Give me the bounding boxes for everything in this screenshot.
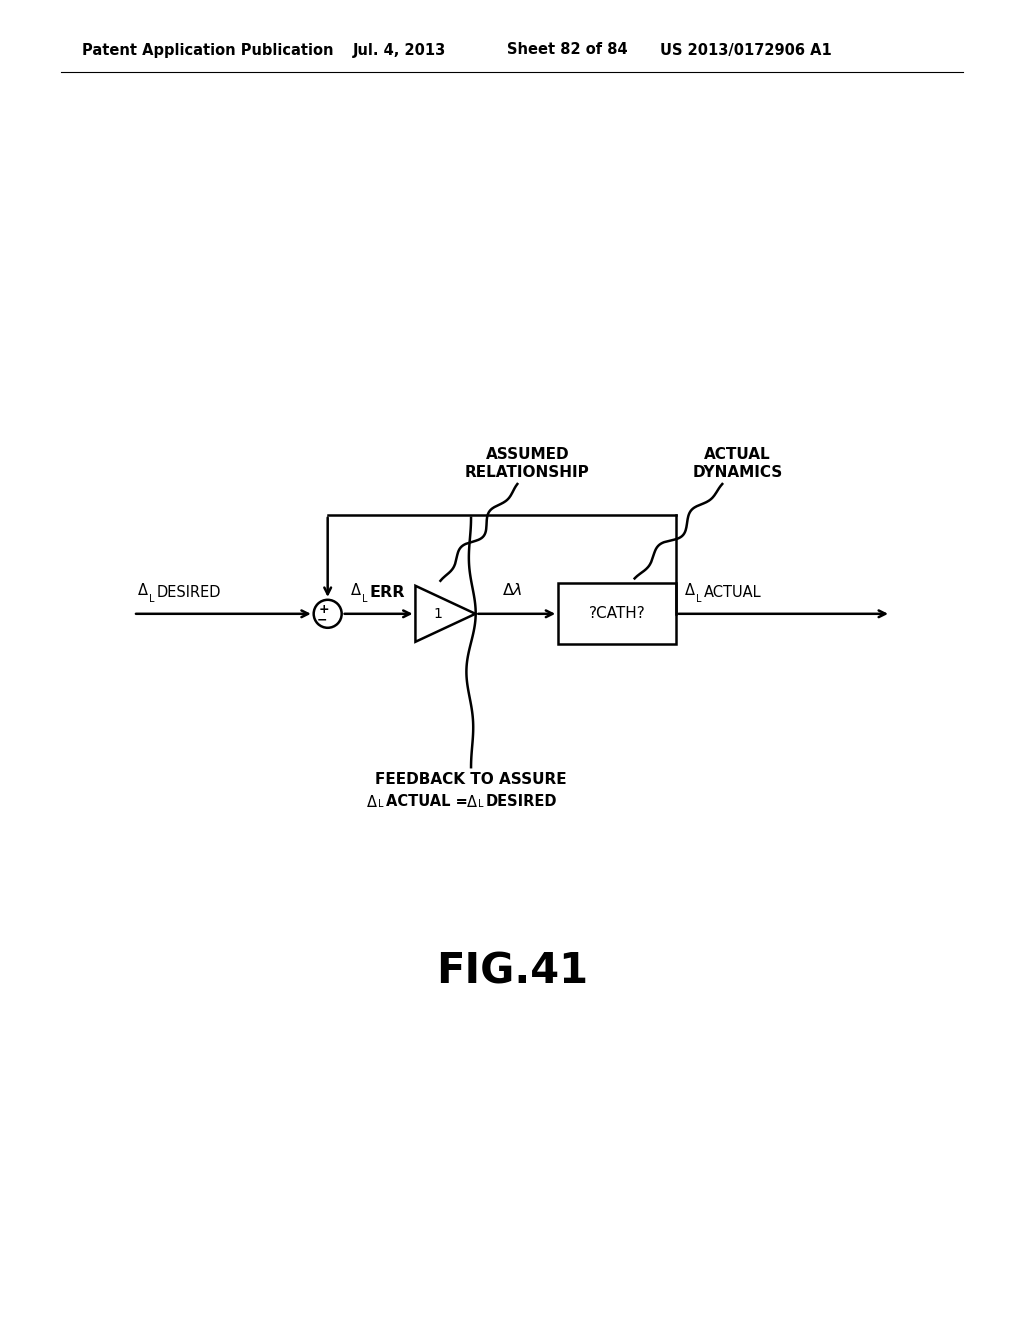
Text: DESIRED: DESIRED	[157, 585, 221, 599]
Text: FIG.41: FIG.41	[436, 950, 588, 993]
Text: DYNAMICS: DYNAMICS	[692, 465, 782, 480]
Text: Sheet 82 of 84: Sheet 82 of 84	[507, 42, 628, 58]
Text: Patent Application Publication: Patent Application Publication	[82, 42, 334, 58]
Text: ACTUAL =: ACTUAL =	[386, 795, 473, 809]
Bar	[558, 583, 676, 644]
Text: L: L	[150, 594, 155, 603]
Text: ACTUAL: ACTUAL	[703, 585, 762, 599]
Text: $\Delta$: $\Delta$	[684, 582, 695, 598]
Text: $\Delta$: $\Delta$	[137, 582, 150, 598]
Text: $\Delta$: $\Delta$	[466, 795, 478, 810]
Text: +: +	[318, 603, 329, 616]
Text: ERR: ERR	[370, 585, 406, 599]
Text: −: −	[316, 614, 327, 626]
Text: L: L	[378, 799, 384, 809]
Text: $\Delta$: $\Delta$	[349, 582, 361, 598]
Text: $\Delta\lambda$: $\Delta\lambda$	[502, 582, 522, 598]
Text: ?CATH?: ?CATH?	[589, 606, 645, 622]
Text: L: L	[478, 799, 483, 809]
Text: 1: 1	[433, 607, 442, 620]
Text: FEEDBACK TO ASSURE: FEEDBACK TO ASSURE	[375, 772, 567, 787]
Text: L: L	[696, 594, 701, 603]
Text: ACTUAL: ACTUAL	[703, 447, 771, 462]
Text: $\Delta$: $\Delta$	[366, 795, 378, 810]
Text: US 2013/0172906 A1: US 2013/0172906 A1	[660, 42, 833, 58]
Text: Jul. 4, 2013: Jul. 4, 2013	[353, 42, 446, 58]
Text: ASSUMED: ASSUMED	[485, 447, 569, 462]
Text: DESIRED: DESIRED	[486, 795, 557, 809]
Text: RELATIONSHIP: RELATIONSHIP	[465, 465, 590, 480]
Text: L: L	[361, 594, 368, 603]
